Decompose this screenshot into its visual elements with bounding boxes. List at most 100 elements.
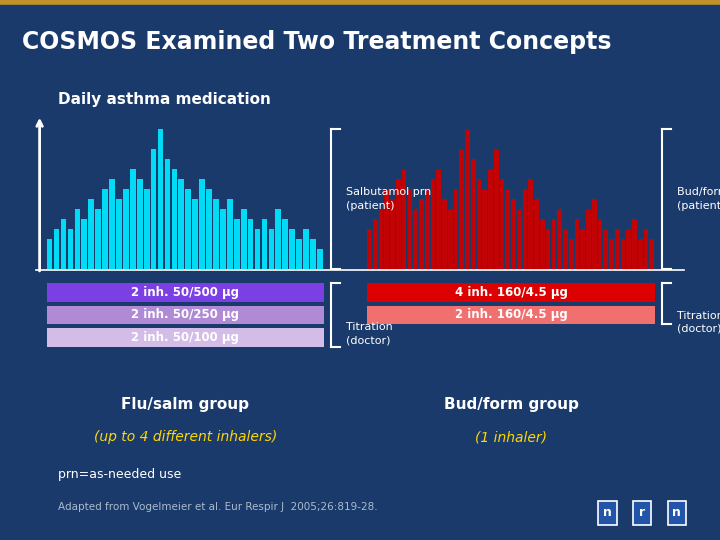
Bar (171, 169, 177, 269)
Bar (511, 199, 516, 269)
Bar (644, 229, 649, 269)
Bar (419, 199, 424, 269)
Text: Titration
(doctor): Titration (doctor) (346, 322, 392, 345)
Bar (303, 229, 309, 269)
Text: Bud/form group: Bud/form group (444, 397, 579, 412)
Bar (248, 219, 253, 269)
Text: COSMOS Examined Two Treatment Concepts: COSMOS Examined Two Treatment Concepts (22, 30, 611, 55)
Bar (615, 229, 620, 269)
Bar (54, 229, 60, 269)
Bar (234, 219, 240, 269)
Bar (598, 501, 617, 525)
Bar (436, 169, 441, 269)
Bar (575, 219, 580, 269)
Bar (75, 209, 80, 269)
Bar (465, 129, 470, 269)
Bar (638, 239, 643, 269)
Bar (213, 199, 219, 269)
Bar (540, 219, 545, 269)
Text: 2 inh. 50/250 μg: 2 inh. 50/250 μg (132, 308, 239, 321)
Text: (up to 4 different inhalers): (up to 4 different inhalers) (94, 430, 277, 444)
Text: prn=as-needed use: prn=as-needed use (58, 468, 181, 481)
Bar (317, 249, 323, 269)
Bar (310, 239, 316, 269)
Bar (413, 209, 418, 269)
Bar (528, 179, 534, 269)
Bar (95, 209, 101, 269)
Bar (494, 149, 499, 269)
Bar (220, 209, 226, 269)
Bar (505, 189, 510, 269)
Bar (47, 283, 324, 302)
Bar (598, 219, 603, 269)
Text: n: n (672, 506, 681, 519)
Bar (471, 159, 476, 269)
Bar (454, 189, 459, 269)
Bar (425, 189, 430, 269)
Bar (282, 219, 288, 269)
Bar (89, 199, 94, 269)
Bar (199, 179, 205, 269)
Bar (367, 229, 372, 269)
Bar (408, 189, 413, 269)
Bar (592, 199, 597, 269)
Bar (192, 199, 198, 269)
Bar (557, 209, 562, 269)
Text: Adapted from Vogelmeier et al. Eur Respir J  2005;26:819-28.: Adapted from Vogelmeier et al. Eur Respi… (58, 502, 377, 512)
Bar (179, 179, 184, 269)
Bar (477, 179, 482, 269)
Text: Titration
(doctor): Titration (doctor) (677, 310, 720, 334)
Bar (186, 189, 191, 269)
Bar (144, 189, 150, 269)
Bar (609, 239, 614, 269)
Bar (165, 159, 171, 269)
Bar (289, 229, 295, 269)
Bar (402, 169, 407, 269)
Bar (102, 189, 108, 269)
Bar (261, 219, 267, 269)
Bar (442, 199, 447, 269)
Bar (116, 199, 122, 269)
Text: Salbutamol prn
(patient): Salbutamol prn (patient) (346, 187, 431, 211)
Bar (81, 219, 87, 269)
Bar (137, 179, 143, 269)
Bar (241, 209, 246, 269)
Bar (379, 209, 384, 269)
Bar (297, 239, 302, 269)
Bar (60, 219, 66, 269)
Bar (373, 219, 378, 269)
Bar (500, 179, 505, 269)
Bar (47, 239, 53, 269)
Text: 2 inh. 160/4.5 μg: 2 inh. 160/4.5 μg (455, 308, 567, 321)
Text: Bud/form prn
(patient): Bud/form prn (patient) (677, 187, 720, 211)
Bar (632, 219, 637, 269)
Bar (367, 306, 655, 324)
Bar (459, 149, 464, 269)
Bar (269, 229, 274, 269)
Bar (586, 209, 591, 269)
Bar (448, 209, 453, 269)
Bar (47, 306, 324, 324)
Text: Daily asthma medication: Daily asthma medication (58, 92, 271, 106)
Bar (367, 283, 655, 302)
Text: 2 inh. 50/100 μg: 2 inh. 50/100 μg (132, 331, 239, 344)
Bar (47, 328, 324, 347)
Bar (667, 501, 686, 525)
Bar (621, 239, 626, 269)
Bar (396, 179, 401, 269)
Bar (626, 229, 631, 269)
Bar (384, 189, 390, 269)
Bar (206, 189, 212, 269)
Text: r: r (639, 506, 645, 519)
Bar (130, 169, 135, 269)
Bar (534, 199, 539, 269)
Bar (431, 179, 436, 269)
Bar (227, 199, 233, 269)
Text: 4 inh. 160/4.5 μg: 4 inh. 160/4.5 μg (455, 286, 567, 299)
Bar (649, 239, 654, 269)
Text: (1 inhaler): (1 inhaler) (475, 430, 547, 444)
Bar (580, 229, 585, 269)
Text: Flu/salm group: Flu/salm group (122, 397, 249, 412)
Bar (569, 239, 574, 269)
Bar (603, 229, 608, 269)
